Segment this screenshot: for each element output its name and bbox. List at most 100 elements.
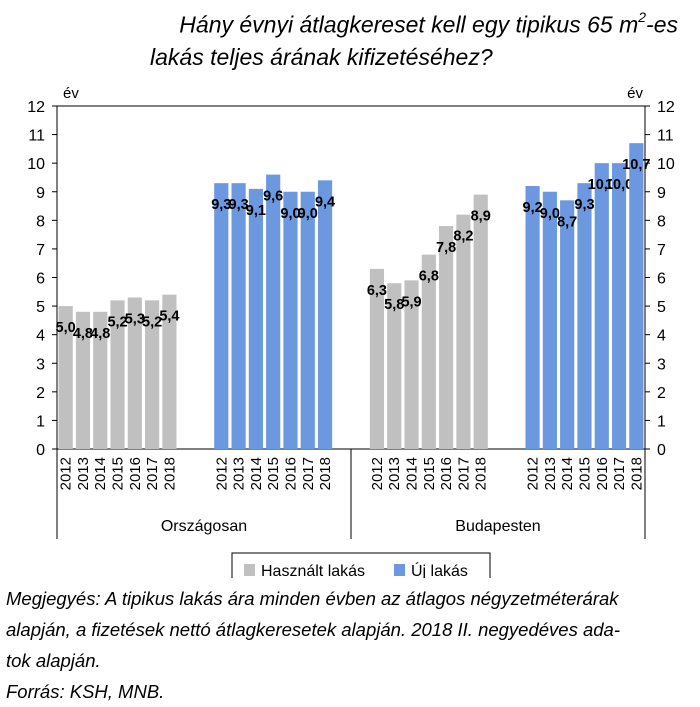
x-tick-label: 2014: [404, 457, 421, 490]
group-label: Budapesten: [455, 518, 540, 535]
bar-data-label: 4,8: [73, 326, 93, 342]
x-tick-label: 2017: [300, 457, 317, 490]
x-tick-label: 2017: [611, 457, 628, 490]
bar-data-label: 9,0: [540, 206, 560, 222]
bar-data-label: 5,3: [125, 312, 145, 328]
bar-data-label: 5,2: [107, 314, 127, 330]
y-tick-label-left: 4: [36, 328, 45, 345]
x-tick-label: 2015: [265, 457, 282, 490]
x-tick-label: 2018: [628, 457, 645, 490]
bar-data-label: 8,2: [453, 229, 473, 245]
legend-box: [231, 552, 491, 578]
bar: [369, 268, 385, 449]
bar-data-label: 6,3: [367, 283, 387, 299]
y-tick-label-right: 3: [657, 356, 666, 373]
bar: [439, 226, 454, 449]
y-tick-label-left: 2: [36, 385, 45, 402]
bar-data-label: 7,8: [436, 240, 456, 256]
bar-data-label: 5,0: [56, 320, 76, 336]
y-tick-label-right: 9: [657, 185, 666, 202]
y-tick-label-left: 6: [36, 271, 45, 288]
y-tick-label-left: 11: [28, 128, 45, 145]
x-tick-label: 2013: [542, 457, 559, 490]
bar-data-label: 10,0: [588, 177, 616, 193]
bar-data-label: 9,3: [229, 197, 249, 213]
bar-data-label: 9,1: [246, 203, 266, 219]
y-tick-label-left: 5: [36, 299, 45, 316]
note-line-3: tok alapján.: [6, 650, 101, 671]
legend-swatch: [394, 564, 405, 576]
bar-data-label: 9,0: [298, 206, 318, 222]
bar: [75, 311, 91, 449]
chart-title-line-2: lakás teljes árának kifizetéséhez?: [150, 44, 493, 70]
legend-swatch: [244, 564, 255, 576]
x-tick-label: 2018: [473, 457, 490, 490]
bar-data-label: 5,2: [142, 314, 162, 330]
bar: [421, 254, 436, 449]
bar: [629, 143, 644, 449]
bar: [473, 194, 488, 449]
bar-data-label: 9,6: [263, 189, 283, 205]
x-tick-label: 2016: [282, 457, 299, 490]
bar-data-label: 9,4: [315, 194, 335, 210]
y-tick-label-left: 9: [36, 185, 45, 202]
x-tick-label: 2018: [161, 457, 178, 490]
bar: [456, 214, 471, 449]
y-tick-label-left: 8: [36, 213, 45, 230]
x-tick-label: 2017: [455, 457, 472, 490]
x-tick-label: 2015: [421, 457, 438, 490]
y-tick-label-left: 12: [27, 99, 45, 116]
y-tick-label-right: 6: [657, 271, 666, 288]
x-tick-label: 2016: [594, 457, 611, 490]
y-tick-label-right: 8: [657, 213, 666, 230]
bar: [145, 300, 160, 449]
y-unit-left: év: [63, 85, 79, 102]
bar: [110, 300, 125, 449]
bar: [387, 283, 402, 449]
note-line-2: alapján, a fizetések nettó átlagkeresete…: [6, 619, 621, 640]
chart-title-text-1: Hány évnyi átlagkereset kell egy tipikus…: [179, 11, 639, 38]
y-tick-label-left: 7: [36, 242, 45, 259]
bar-data-label: 10,7: [622, 157, 650, 173]
bar: [93, 311, 108, 449]
bar-data-label: 9,2: [523, 200, 543, 216]
bar: [594, 163, 609, 449]
x-tick-label: 2012: [58, 457, 75, 490]
y-tick-label-left: 3: [36, 356, 45, 373]
bar: [214, 183, 229, 450]
x-tick-label: 2013: [75, 457, 92, 490]
x-tick-label: 2016: [127, 457, 144, 490]
x-tick-label: 2013: [231, 457, 248, 490]
bar: [231, 183, 246, 450]
bar-data-label: 8,7: [557, 214, 577, 230]
x-tick-label: 2016: [438, 457, 455, 490]
bar: [525, 186, 540, 449]
y-tick-label-right: 7: [657, 242, 666, 259]
y-tick-label-left: 10: [27, 156, 45, 173]
x-tick-label: 2014: [92, 457, 109, 490]
x-tick-label: 2012: [213, 457, 230, 490]
chart-title-superscript: 2: [638, 9, 647, 25]
y-tick-label-right: 12: [657, 99, 675, 116]
y-tick-label-left: 1: [36, 413, 45, 430]
bar-data-label: 10,0: [605, 177, 633, 193]
x-tick-label: 2014: [248, 457, 265, 490]
bar: [127, 297, 142, 449]
x-tick-label: 2015: [576, 457, 593, 490]
bar: [58, 306, 73, 449]
x-tick-label: 2013: [386, 457, 403, 490]
bar-data-label: 5,8: [384, 297, 404, 313]
x-tick-label: 2014: [559, 457, 576, 490]
bar-data-label: 8,9: [471, 209, 491, 225]
bar: [162, 294, 177, 449]
y-tick-label-left: 0: [36, 442, 45, 459]
bar-data-label: 5,4: [159, 309, 179, 325]
note-line-1: Megjegyés: A tipikus lakás ára minden év…: [6, 588, 619, 609]
bar-data-label: 5,9: [401, 294, 421, 310]
source-line: Forrás: KSH, MNB.: [6, 681, 165, 702]
bar: [283, 191, 298, 449]
bar: [577, 183, 592, 450]
x-tick-label: 2012: [369, 457, 386, 490]
x-tick-label: 2015: [110, 457, 127, 490]
